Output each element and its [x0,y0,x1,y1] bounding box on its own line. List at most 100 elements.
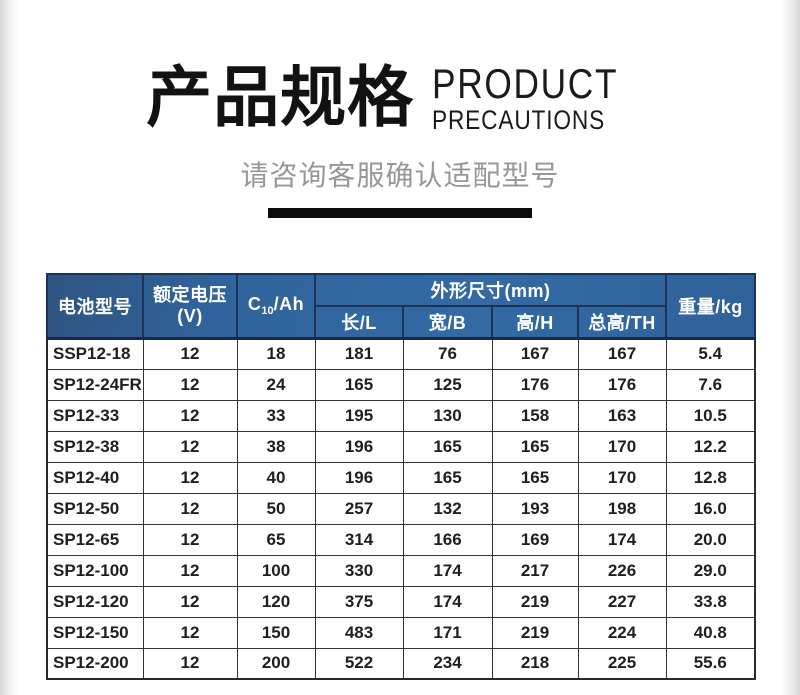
cell-width: 76 [402,337,493,370]
cell-total-height: 170 [577,430,667,463]
cell-weight: 12.8 [665,461,756,494]
title-en-line2: PRECAUTIONS [432,104,606,135]
cell-width: 125 [402,368,493,401]
cell-width: 165 [402,430,493,463]
col-header-weight: 重量/kg [665,273,756,339]
cell-model: SP12-50 [46,492,144,525]
cell-height: 219 [491,585,579,618]
cell-weight: 33.8 [665,585,756,618]
cell-weight: 7.6 [665,368,756,401]
cell-height: 167 [491,337,579,370]
cell-total-height: 224 [577,616,667,649]
cell-width: 130 [402,399,493,432]
cell-c10: 65 [236,523,316,556]
cell-length: 375 [314,585,404,618]
table-row: SP12-100 12 100 330 174 217 226 29.0 [46,554,756,587]
cell-length: 181 [314,337,404,370]
cell-length: 522 [314,647,404,680]
cell-c10: 200 [236,647,316,680]
table-row: SP12-40 12 40 196 165 165 170 12.8 [46,461,756,494]
col-header-model: 电池型号 [46,273,144,339]
cell-c10: 18 [236,337,316,370]
cell-total-height: 163 [577,399,667,432]
cell-width: 166 [402,523,493,556]
cell-length: 196 [314,461,404,494]
cell-total-height: 176 [577,368,667,401]
title-en-line1: PRODUCT [432,59,619,107]
cell-height: 176 [491,368,579,401]
cell-total-height: 170 [577,461,667,494]
cell-c10: 24 [236,368,316,401]
cell-c10: 38 [236,430,316,463]
cell-voltage: 12 [142,337,238,370]
col-header-width: 宽/B [402,305,493,339]
table-row: SP12-24FR 12 24 165 125 176 176 7.6 [46,368,756,401]
col-header-voltage: 额定电压 (V) [142,273,238,339]
col-header-height: 高/H [491,305,579,339]
cell-length: 314 [314,523,404,556]
col-header-c10: C10/Ah [236,273,316,339]
cell-height: 217 [491,554,579,587]
cell-voltage: 12 [142,399,238,432]
cell-model: SP12-33 [46,399,144,432]
cell-total-height: 227 [577,585,667,618]
cell-height: 165 [491,430,579,463]
cell-width: 174 [402,585,493,618]
cell-c10: 100 [236,554,316,587]
cell-length: 196 [314,430,404,463]
cell-model: SSP12-18 [46,337,144,370]
cell-c10: 120 [236,585,316,618]
cell-weight: 40.8 [665,616,756,649]
cell-total-height: 167 [577,337,667,370]
cell-width: 165 [402,461,493,494]
subtitle: 请咨询客服确认适配型号 [240,160,560,191]
cell-weight: 16.0 [665,492,756,525]
cell-model: SP12-40 [46,461,144,494]
cell-c10: 150 [236,616,316,649]
cell-voltage: 12 [142,461,238,494]
cell-height: 218 [491,647,579,680]
cell-model: SP12-38 [46,430,144,463]
title-block: 产品规格 PRODUCT PRECAUTIONS [0,52,800,144]
table-row: SP12-33 12 33 195 130 158 163 10.5 [46,399,756,432]
table-row: SP12-38 12 38 196 165 165 170 12.2 [46,430,756,463]
cell-length: 257 [314,492,404,525]
cell-model: SP12-200 [46,647,144,680]
cell-model: SP12-120 [46,585,144,618]
cell-model: SP12-24FR [46,368,144,401]
cell-weight: 5.4 [665,337,756,370]
cell-weight: 12.2 [665,430,756,463]
cell-total-height: 174 [577,523,667,556]
cell-weight: 29.0 [665,554,756,587]
cell-height: 158 [491,399,579,432]
cell-total-height: 226 [577,554,667,587]
col-header-length: 长/L [314,305,404,339]
col-header-dimensions-group: 外形尺寸(mm) [314,273,667,307]
cell-total-height: 198 [577,492,667,525]
cell-width: 174 [402,554,493,587]
cell-height: 165 [491,461,579,494]
cell-width: 171 [402,616,493,649]
cell-voltage: 12 [142,523,238,556]
cell-model: SP12-150 [46,616,144,649]
table-row: SP12-50 12 50 257 132 193 198 16.0 [46,492,756,525]
cell-height: 219 [491,616,579,649]
cell-weight: 10.5 [665,399,756,432]
cell-length: 195 [314,399,404,432]
table-row: SP12-65 12 65 314 166 169 174 20.0 [46,523,756,556]
cell-height: 169 [491,523,579,556]
cell-width: 234 [402,647,493,680]
cell-voltage: 12 [142,647,238,680]
table-row: SSP12-18 12 18 181 76 167 167 5.4 [46,337,756,370]
spec-table-body: SSP12-18 12 18 181 76 167 167 5.4 SP12-24FR 12 24 1… [46,337,756,680]
page-title: 产品规格 [146,60,415,135]
cell-weight: 55.6 [665,647,756,680]
cell-voltage: 12 [142,430,238,463]
cell-length: 165 [314,368,404,401]
cell-height: 193 [491,492,579,525]
cell-model: SP12-100 [46,554,144,587]
table-row: SP12-120 12 120 375 174 219 227 33.8 [46,585,756,618]
cell-model: SP12-65 [46,523,144,556]
cell-c10: 33 [236,399,316,432]
cell-voltage: 12 [142,554,238,587]
